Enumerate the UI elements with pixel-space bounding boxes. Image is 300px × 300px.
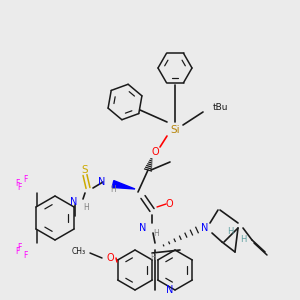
Text: H: H [83,203,89,212]
Text: O: O [151,147,159,157]
Text: F: F [15,179,19,188]
Text: H: H [227,227,233,236]
Text: H: H [153,230,159,238]
Text: H: H [240,236,246,244]
Text: N: N [166,285,174,295]
Text: tBu: tBu [213,103,229,112]
Text: H: H [150,254,156,262]
Text: F: F [23,251,27,260]
Text: N: N [139,223,146,233]
Text: S: S [82,165,88,175]
Text: F: F [15,248,19,256]
Text: O: O [106,253,114,263]
Text: N: N [70,197,77,207]
Text: N: N [98,177,105,187]
Text: Si: Si [170,125,180,135]
Text: F: F [18,184,22,193]
Text: O: O [165,199,173,209]
Text: CH₃: CH₃ [72,247,86,256]
Polygon shape [112,181,135,189]
Text: N: N [201,223,209,233]
Text: F: F [18,244,22,253]
Text: H: H [110,185,116,194]
Text: F: F [23,176,27,184]
